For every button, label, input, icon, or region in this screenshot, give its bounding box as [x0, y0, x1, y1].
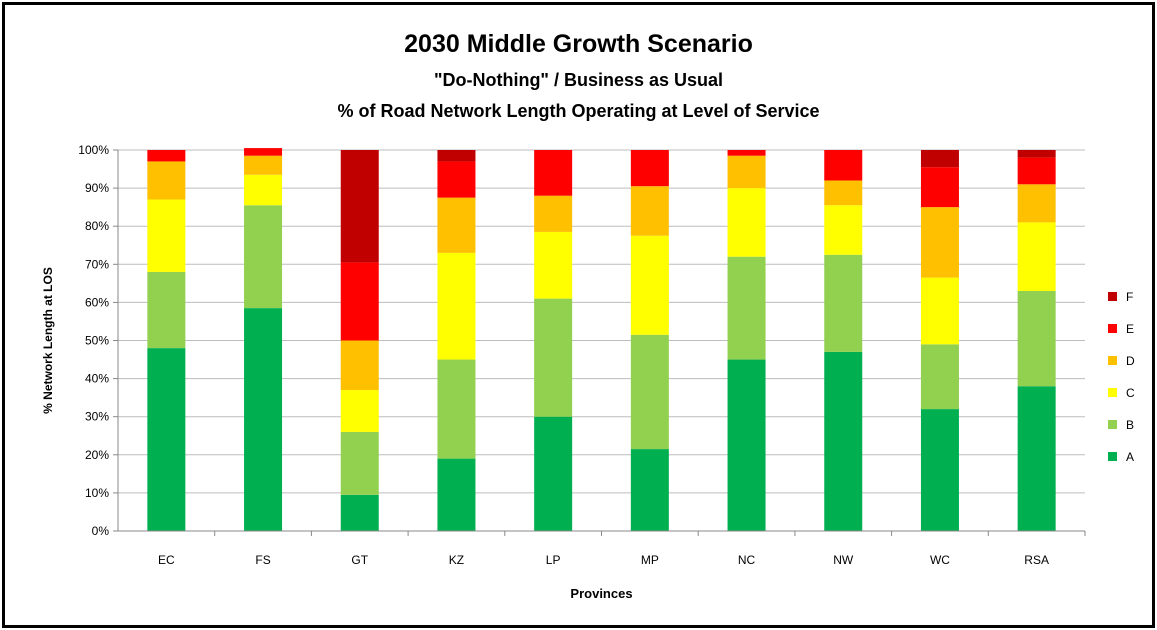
y-tick-label: 50%: [85, 334, 109, 348]
bar-segment-nw-c: [824, 205, 863, 255]
x-tick-label: KZ: [449, 553, 464, 567]
bar-segment-nw-d: [824, 180, 863, 206]
x-tick-label: LP: [546, 553, 561, 567]
legend-label-f: F: [1126, 290, 1133, 304]
bar-segment-lp-d: [534, 195, 573, 232]
bar-segment-nc-b: [727, 256, 766, 360]
bar-segment-gt-c: [340, 390, 379, 432]
bar-segment-wc-e: [920, 167, 959, 208]
x-tick-label: NW: [833, 553, 854, 567]
bar-segment-fs-c: [244, 174, 283, 206]
bar-segment-kz-e: [437, 161, 476, 198]
x-axis-label: Provinces: [570, 586, 632, 601]
bar-segment-ec-e: [147, 150, 186, 162]
bar-segment-gt-b: [340, 431, 379, 495]
legend-label-b: B: [1126, 418, 1134, 432]
bar-segment-fs-e: [244, 148, 283, 156]
bar-segment-nc-d: [727, 155, 766, 189]
bar-segment-fs-b: [244, 205, 283, 309]
bar-segment-rsa-f: [1017, 150, 1056, 158]
y-tick-label: 40%: [85, 372, 109, 386]
bar-segment-nw-b: [824, 254, 863, 352]
y-tick-label: 90%: [85, 181, 109, 195]
x-tick-label: WC: [930, 553, 950, 567]
bar-segment-ec-b: [147, 271, 186, 349]
legend-swatch-c: [1108, 388, 1117, 397]
y-tick-label: 30%: [85, 410, 109, 424]
bar-segment-wc-d: [920, 207, 959, 278]
bar-segment-nc-a: [727, 359, 766, 531]
bar-segment-fs-d: [244, 155, 283, 175]
bar-segment-rsa-c: [1017, 222, 1056, 291]
y-tick-label: 0%: [92, 524, 110, 538]
x-tick-label: RSA: [1024, 553, 1049, 567]
y-tick-label: 60%: [85, 295, 109, 309]
x-tick-label: EC: [158, 553, 175, 567]
bar-segment-rsa-e: [1017, 157, 1056, 185]
bar-segment-nc-e: [727, 150, 766, 156]
bar-segment-nw-a: [824, 351, 863, 531]
legend-swatch-b: [1108, 420, 1117, 429]
bar-segment-ec-d: [147, 161, 186, 200]
x-tick-labels: EC FS GT KZ LP MP NC NW WC RSA: [158, 531, 1086, 567]
bar-segment-gt-a: [340, 494, 379, 531]
y-axis-label: % Network Length at LOS: [41, 267, 55, 414]
bar-segment-rsa-a: [1017, 386, 1056, 531]
chart-title: 2030 Middle Growth Scenario: [404, 30, 753, 58]
y-tick-labels: 0% 10% 20% 30% 40% 50% 60% 70% 80% 90% 100%: [78, 143, 118, 538]
bar-segment-wc-b: [920, 344, 959, 410]
y-tick-label: 80%: [85, 219, 109, 233]
bar-segment-ec-c: [147, 199, 186, 272]
chart-subtitle: "Do-Nothing" / Business as Usual: [433, 70, 724, 90]
bar-segment-lp-a: [534, 416, 573, 531]
y-tick-label: 100%: [78, 143, 109, 157]
bar-segment-ec-a: [147, 348, 186, 531]
legend-label-a: A: [1126, 450, 1134, 464]
bar-segment-mp-b: [630, 334, 669, 450]
bar-segment-kz-a: [437, 458, 476, 531]
bar-segment-mp-c: [630, 235, 669, 335]
legend-swatch-a: [1108, 452, 1117, 461]
x-tick-label: MP: [641, 553, 659, 567]
bar-segment-mp-a: [630, 449, 669, 531]
legend-label-e: E: [1126, 322, 1134, 336]
bars: [147, 148, 1056, 531]
bar-segment-lp-e: [534, 150, 573, 196]
bar-segment-nc-c: [727, 188, 766, 257]
x-tick-label: FS: [255, 553, 270, 567]
bar-segment-mp-e: [630, 150, 669, 187]
legend-label-c: C: [1126, 386, 1135, 400]
bar-segment-gt-f: [340, 150, 379, 263]
y-tick-label: 10%: [85, 486, 109, 500]
bar-segment-kz-f: [437, 150, 476, 162]
bar-segment-rsa-d: [1017, 184, 1056, 223]
bar-segment-kz-b: [437, 359, 476, 459]
x-tick-label: NC: [738, 553, 756, 567]
bar-segment-nw-e: [824, 150, 863, 181]
bar-segment-wc-c: [920, 277, 959, 345]
legend-swatch-e: [1108, 324, 1117, 333]
y-tick-label: 70%: [85, 257, 109, 271]
bar-segment-kz-d: [437, 197, 476, 253]
bar-segment-wc-a: [920, 409, 959, 531]
bar-segment-rsa-b: [1017, 290, 1056, 387]
bar-segment-gt-d: [340, 340, 379, 391]
bar-segment-mp-d: [630, 186, 669, 236]
bar-segment-kz-c: [437, 252, 476, 360]
legend-swatch-d: [1108, 356, 1117, 365]
legend: F E D C B A: [1108, 290, 1135, 464]
bar-segment-fs-a: [244, 308, 283, 531]
bar-segment-gt-e: [340, 262, 379, 341]
legend-swatch-f: [1108, 292, 1117, 301]
bar-segment-wc-f: [920, 150, 959, 168]
bar-segment-lp-c: [534, 231, 573, 299]
legend-label-d: D: [1126, 354, 1135, 368]
bar-segment-lp-b: [534, 298, 573, 417]
x-tick-label: GT: [351, 553, 368, 567]
chart-subtitle-2: % of Road Network Length Operating at Le…: [337, 101, 820, 121]
y-tick-label: 20%: [85, 448, 109, 462]
